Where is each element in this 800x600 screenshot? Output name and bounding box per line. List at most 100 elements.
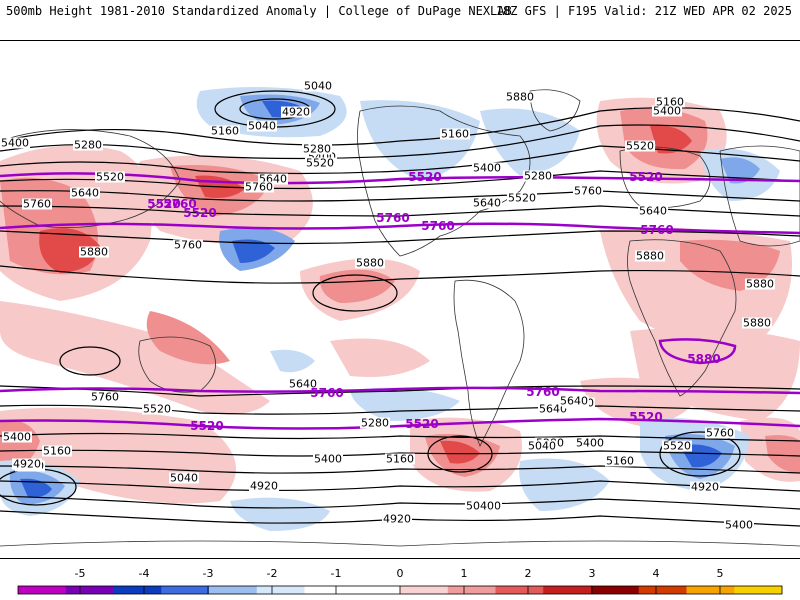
highlight-contour-label: 5760 (526, 385, 560, 399)
colorbar-segment (638, 586, 687, 594)
height-contour-label: 5880 (742, 316, 772, 330)
anomaly-area (146, 311, 230, 365)
height-contour-label: 5640 (559, 394, 589, 408)
height-contour-label: 5160 (210, 124, 240, 138)
height-contour (0, 495, 800, 510)
height-contour-label: 5400 (307, 151, 337, 163)
height-contour-label: 5160 (655, 95, 685, 109)
height-contour-label: 5160 (385, 452, 415, 466)
colorbar-tick-label: 4 (652, 567, 660, 580)
colorbar-tick-label: 3 (588, 567, 596, 580)
height-contour (0, 480, 800, 492)
height-contour-label: 5400 (724, 518, 754, 532)
highlight-contour-label: 5520 (629, 410, 663, 424)
height-contour-label: 5400 (0, 136, 30, 150)
height-contour (0, 265, 800, 284)
anomaly-map (0, 87, 800, 547)
highlight-contour-label: 5760 (310, 386, 344, 400)
height-contour (427, 435, 493, 473)
colorbar-segment (256, 586, 305, 594)
height-contour-label: 5280 (360, 416, 390, 430)
height-contour-label: 5400 (472, 161, 502, 175)
anomaly-area (39, 228, 100, 273)
height-contour-label: 5040 (303, 79, 333, 93)
height-contour-label: 5640 (472, 196, 502, 210)
height-contour (0, 404, 800, 415)
height-contour-label: 5880 (505, 90, 535, 104)
height-contour-label: 5040 (247, 119, 277, 133)
anomaly-area (350, 387, 460, 421)
coastline-antarctica (0, 540, 800, 547)
height-contour-label: 5040 (169, 471, 199, 485)
colorbar-segment (65, 586, 114, 594)
height-contour-label: 5400 (575, 436, 605, 450)
colorbar-tick-label: -4 (138, 567, 150, 580)
highlight-contour-label: 5760 (421, 219, 455, 233)
anomaly-area (440, 440, 480, 464)
anomaly-area (360, 100, 480, 181)
colorbar-segment (113, 586, 162, 594)
height-contour-label: 5520 (305, 156, 335, 170)
height-contour (0, 230, 800, 245)
height-contour-label: 5280 (523, 169, 553, 183)
anomaly-area (765, 435, 800, 473)
height-contour-label: 5160 (42, 444, 72, 458)
colorbar-tick-label: 0 (396, 567, 404, 580)
coastline-south-america (453, 279, 525, 447)
highlight-contour-label: 5880 (687, 352, 721, 366)
anomaly-area (0, 301, 270, 415)
colorbar-segment (734, 586, 783, 594)
anomaly-area (330, 338, 430, 377)
contour-5760-south (0, 386, 800, 395)
height-contour-label: 4920 (12, 457, 42, 471)
contour-5880-africa (658, 338, 737, 365)
height-contour (0, 432, 800, 442)
colorbar-segment (495, 586, 544, 594)
height-contour-label: 5520 (95, 170, 125, 184)
height-contour (312, 274, 398, 312)
colorbar-tick-label: -2 (266, 567, 278, 580)
height-contour-label: 4920 (690, 480, 720, 494)
colorbar-tick-label: -1 (330, 567, 342, 580)
height-contour-label: 5640 (638, 204, 668, 218)
coastline-north-america (357, 105, 531, 257)
highlight-contour-label: 5760 (376, 211, 410, 225)
height-contour (0, 385, 800, 397)
height-contour-label: 5040 (465, 499, 495, 513)
highlight-contour-label: 5760 (163, 197, 197, 211)
colorbar-segment (591, 586, 640, 594)
height-contour-label: 5760 (173, 238, 203, 252)
height-contour-label: 5520 (662, 439, 692, 453)
colorbar-segment (543, 586, 592, 594)
anomaly-area (580, 377, 700, 426)
colorbar-graphic (17, 585, 783, 595)
colorbar-tick-label: -5 (74, 567, 86, 580)
height-contour-label: 5520 (507, 191, 537, 205)
coastline-europe (619, 146, 711, 209)
coastline-africa (627, 239, 737, 397)
height-contour (0, 170, 800, 190)
anomaly-area (680, 239, 780, 291)
height-contour-label: 5760 (22, 197, 52, 211)
colorbar-segment (161, 586, 210, 594)
height-contour-label: 5760 (573, 184, 603, 198)
anomaly-area (232, 239, 275, 263)
colorbar-segment (209, 586, 258, 594)
height-contour-label: 5880 (745, 277, 775, 291)
contour-5760-north (0, 222, 800, 235)
highlight-contour-label: 5520 (408, 170, 442, 184)
highlight-contour-label: 5520 (190, 419, 224, 433)
colorbar-segment (304, 586, 353, 594)
height-contour (0, 145, 800, 175)
height-contour (0, 449, 800, 457)
colorbar-segment (400, 586, 449, 594)
colorbar-segment (447, 586, 496, 594)
height-contour-label: 5400 (2, 430, 32, 444)
height-contour (0, 465, 800, 474)
height-contour-label: 5760 (244, 180, 274, 194)
highlight-contour-label: 5520 (147, 197, 181, 211)
highlight-contour-label: 5520 (629, 170, 663, 184)
height-contour-label: 4920 (382, 512, 412, 526)
contour-5520-north (0, 172, 800, 185)
height-contour-label: 4920 (249, 479, 279, 493)
